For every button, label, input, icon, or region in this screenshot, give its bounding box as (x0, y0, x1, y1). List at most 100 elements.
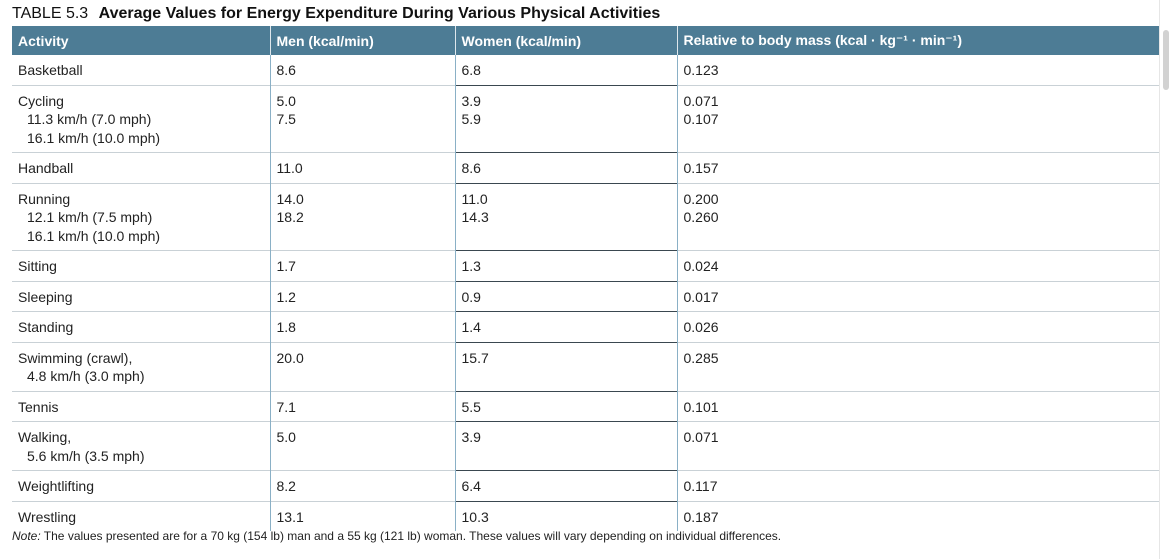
cell-value: 15.7 (461, 349, 489, 366)
cell-value: 6.8 (461, 62, 481, 78)
cell-activity: Running 12.1 km/h (7.5 mph) 16.1 km/h (10.… (12, 182, 271, 251)
cell-value: 3.9 (461, 429, 481, 445)
cell-men: 1.8 (270, 311, 456, 342)
cell-relative: 0.017 (677, 280, 1160, 312)
cell-men: 1.7 (270, 250, 456, 281)
cell-women: 10.3 (455, 500, 678, 531)
activity-name: Sleeping (18, 288, 73, 305)
cell-value: 5.0 (276, 429, 296, 445)
cell-value: 0.9 (461, 288, 481, 305)
table-row: Handball 11.0 8.6 0.157 (12, 152, 1160, 183)
column-header-relative: Relative to body mass (kcal · kg⁻¹ · min… (677, 26, 1160, 55)
cell-relative: 0.071 (677, 421, 1160, 471)
cell-value: 0.260 (683, 209, 719, 225)
cell-value: 7.1 (276, 398, 296, 415)
activity-name: Wrestling (18, 508, 77, 525)
cell-men: 8.2 (270, 470, 456, 501)
cell-value: 8.6 (276, 62, 296, 78)
cell-value: 5.5 (461, 398, 481, 415)
cell-value: 0.117 (683, 478, 718, 494)
cell-value: 11.0 (461, 190, 488, 207)
activity-speed: 4.8 km/h (3.0 mph) (27, 368, 145, 384)
activity-name: Weightlifting (18, 478, 95, 494)
table-row: Walking, 5.6 km/h (3.5 mph) 5.0 3.9 0.071 (12, 421, 1160, 471)
cell-women: 3.9 (455, 421, 678, 471)
cell-relative: 0.117 (677, 470, 1160, 501)
table-row: Sitting 1.7 1.3 0.024 (12, 250, 1160, 281)
cell-relative: 0.024 (677, 250, 1160, 281)
cell-value: 5.0 (276, 92, 296, 109)
table-row: Cycling 11.3 km/h (7.0 mph) 16.1 km/h (10.… (12, 84, 1160, 153)
activity-speed: 11.3 km/h (7.0 mph) (27, 111, 152, 127)
cell-value: 0.071 (683, 429, 719, 445)
vertical-scrollbar[interactable] (1159, 0, 1172, 559)
activity-name: Sitting (18, 258, 57, 274)
table-row: Wrestling 13.1 10.3 0.187 (12, 500, 1160, 531)
cell-men: 7.1 (270, 390, 456, 422)
activity-name: Standing (18, 319, 74, 335)
cell-value: 0.157 (683, 160, 719, 176)
cell-value: 10.3 (461, 508, 489, 525)
cell-women: 6.8 (455, 55, 678, 85)
cell-women: 15.7 (455, 341, 678, 391)
cell-value: 1.8 (276, 319, 296, 335)
cell-men: 14.0 18.2 (270, 182, 456, 251)
cell-men: 5.0 7.5 (270, 84, 456, 153)
cell-activity: Sleeping (12, 280, 271, 312)
cell-value: 0.187 (683, 508, 719, 525)
cell-women: 0.9 (455, 280, 678, 312)
cell-women: 8.6 (455, 152, 678, 183)
cell-activity: Cycling 11.3 km/h (7.0 mph) 16.1 km/h (10.… (12, 84, 271, 153)
cell-value: 7.5 (276, 111, 296, 127)
activity-speed: 5.6 km/h (3.5 mph) (27, 447, 145, 464)
activity-name: Cycling (18, 92, 64, 109)
cell-relative: 0.200 0.260 (677, 182, 1160, 251)
column-header-men: Men (kcal/min) (270, 26, 456, 55)
table-row: Standing 1.8 1.4 0.026 (12, 311, 1160, 342)
table-number: TABLE 5.3 (12, 5, 89, 22)
cell-value: 0.071 (683, 92, 719, 109)
table-row: Weightlifting 8.2 6.4 0.117 (12, 470, 1160, 501)
cell-relative: 0.157 (677, 152, 1160, 183)
cell-value: 20.0 (276, 349, 304, 366)
cell-value: 18.2 (276, 209, 304, 225)
cell-men: 20.0 (270, 341, 456, 391)
cell-men: 5.0 (270, 421, 456, 471)
cell-value: 5.9 (461, 111, 481, 127)
cell-value: 14.3 (461, 209, 489, 225)
cell-value: 11.0 (276, 160, 303, 176)
cell-value: 0.101 (683, 398, 719, 415)
activity-name: Handball (18, 160, 74, 176)
cell-value: 0.107 (683, 111, 719, 127)
cell-value: 1.2 (276, 288, 296, 305)
cell-men: 11.0 (270, 152, 456, 183)
activity-name: Running (18, 190, 71, 207)
cell-men: 8.6 (270, 55, 456, 85)
activity-speed: 12.1 km/h (7.5 mph) (27, 209, 153, 225)
cell-women: 1.3 (455, 250, 678, 281)
cell-activity: Swimming (crawl), 4.8 km/h (3.0 mph) (12, 341, 271, 391)
cell-activity: Handball (12, 152, 271, 183)
activity-name: Basketball (18, 62, 83, 78)
cell-activity: Sitting (12, 250, 271, 281)
cell-activity: Basketball (12, 55, 271, 85)
cell-value: 0.024 (683, 258, 719, 274)
table-caption: TABLE 5.3 Average Values for Energy Expe… (12, 4, 660, 24)
cell-women: 3.9 5.9 (455, 84, 678, 153)
cell-value: 1.7 (276, 258, 296, 274)
cell-women: 6.4 (455, 470, 678, 501)
cell-women: 5.5 (455, 390, 678, 422)
scrollbar-thumb[interactable] (1163, 30, 1169, 90)
table-row: Running 12.1 km/h (7.5 mph) 16.1 km/h (10.… (12, 182, 1160, 251)
note-text: The values presented are for a 70 kg (15… (40, 529, 782, 543)
cell-activity: Weightlifting (12, 470, 271, 501)
activity-name: Walking, (18, 429, 72, 445)
cell-value: 0.026 (683, 319, 719, 335)
cell-relative: 0.026 (677, 311, 1160, 342)
cell-value: 0.123 (683, 62, 719, 78)
cell-value: 1.4 (461, 319, 481, 335)
table-row: Swimming (crawl), 4.8 km/h (3.0 mph) 20.0 1… (12, 341, 1160, 391)
note-label: Note: (12, 529, 41, 543)
cell-value: 1.3 (461, 258, 481, 274)
